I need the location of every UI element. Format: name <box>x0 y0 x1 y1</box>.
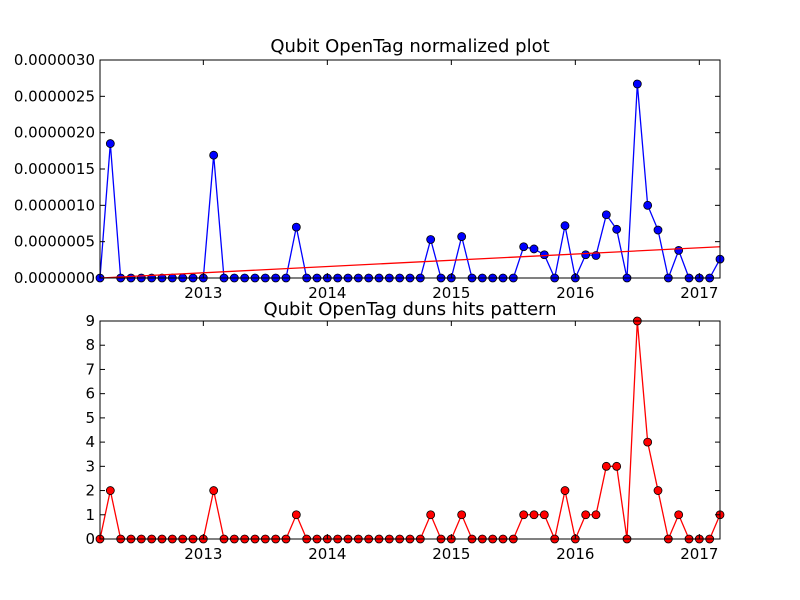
duns-series-0-point-49 <box>601 461 611 471</box>
duns-ytick-label-0: 0 <box>85 530 95 548</box>
duns-ytick-label-2: 2 <box>85 482 95 500</box>
duns-ytick-label-6: 6 <box>85 385 95 403</box>
normalized-ytick-label-1: 0.0000005 <box>14 233 95 251</box>
normalized-ytick-label-3: 0.0000015 <box>14 160 95 178</box>
normalized-series-0-point-42 <box>529 244 539 254</box>
normalized-series-0-point-53 <box>643 200 653 210</box>
normalized-series-0-point-19 <box>291 222 301 232</box>
normalized-ytick-label-6: 0.0000030 <box>14 51 95 69</box>
duns-ytick-label-1: 1 <box>85 506 95 524</box>
duns-series-0-point-42 <box>529 510 539 520</box>
normalized-xtick-label-0: 2013 <box>184 284 222 302</box>
duns-series-0-point-43 <box>539 510 549 520</box>
duns-ytick-label-9: 9 <box>85 312 95 330</box>
duns-xtick-label-3: 2016 <box>556 545 594 563</box>
duns-series-0-point-47 <box>581 510 591 520</box>
normalized-plot-ticks: 0.0000000 0.0000005 0.0000010 0.0000015 0.00… <box>14 51 720 302</box>
normalized-ytick-label-0: 0.0000000 <box>14 269 95 287</box>
normalized-plot-title: Qubit OpenTag normalized plot <box>270 36 549 57</box>
normalized-series-0-point-52 <box>632 79 642 89</box>
duns-series-0-point-35 <box>457 510 467 520</box>
duns-series-0-point-53 <box>643 437 653 447</box>
duns-series-0-point-11 <box>209 486 219 495</box>
duns-ytick-label-5: 5 <box>85 409 95 427</box>
duns-series-0-point-48 <box>591 510 601 520</box>
duns-ytick-label-7: 7 <box>85 360 95 378</box>
duns-series-0-point-56 <box>674 510 684 520</box>
duns-ytick-label-3: 3 <box>85 457 95 475</box>
normalized-series-0-point-35 <box>457 232 467 241</box>
duns-hits-ticks: 0 1 2 3 4 5 6 7 8 9 2013 2014 2015 2016 2017 <box>85 312 720 563</box>
duns-hits-axes: Qubit OpenTag duns hits pattern 0 1 2 3 4 5 6 7… <box>85 299 725 563</box>
normalized-series-0-point-43 <box>539 250 549 260</box>
normalized-xtick-label-1: 2014 <box>308 284 346 302</box>
duns-xtick-label-0: 2013 <box>184 545 222 563</box>
normalized-series-0-point-41 <box>519 242 529 252</box>
duns-ytick-label-4: 4 <box>85 433 95 451</box>
normalized-xtick-label-3: 2016 <box>556 284 594 302</box>
normalized-series-0-point-11 <box>209 150 219 160</box>
duns-series-0-point-50 <box>612 461 622 471</box>
normalized-series-0-point-45 <box>560 221 570 231</box>
normalized-series-0-point-32 <box>426 235 436 244</box>
duns-series-0-point-45 <box>560 486 570 495</box>
duns-series-0-point-54 <box>653 486 663 495</box>
normalized-plot-axes: Qubit OpenTag normalized plot 0.00000000… <box>14 36 725 302</box>
duns-xtick-label-2: 2015 <box>432 545 470 563</box>
duns-hits-frame <box>99 320 721 540</box>
duns-series-0-point-41 <box>519 510 529 520</box>
duns-xtick-label-4: 2017 <box>680 545 718 563</box>
normalized-xtick-label-4: 2017 <box>680 284 718 302</box>
normalized-series-0-point-47 <box>581 250 591 260</box>
normalized-series-0-point-56 <box>674 245 684 255</box>
normalized-ytick-label-2: 0.0000010 <box>14 196 95 214</box>
normalized-plot-frame <box>99 59 721 279</box>
normalized-series-0-point-1 <box>105 139 115 148</box>
normalized-series-0-point-49 <box>601 210 611 220</box>
normalized-series-0-point-50 <box>612 224 622 234</box>
normalized-ytick-label-4: 0.0000020 <box>14 124 95 142</box>
duns-hits-title: Qubit OpenTag duns hits pattern <box>263 299 556 320</box>
normalized-xtick-label-2: 2015 <box>432 284 470 302</box>
normalized-ytick-label-5: 0.0000025 <box>14 87 95 105</box>
normalized-series-1-line <box>99 246 721 279</box>
duns-xtick-label-1: 2014 <box>308 545 346 563</box>
normalized-series-0-point-54 <box>653 225 663 235</box>
duns-series-0-point-32 <box>426 510 436 520</box>
duns-ytick-label-8: 8 <box>85 336 95 354</box>
duns-series-0-point-19 <box>291 510 301 520</box>
duns-series-0-point-1 <box>105 486 115 495</box>
